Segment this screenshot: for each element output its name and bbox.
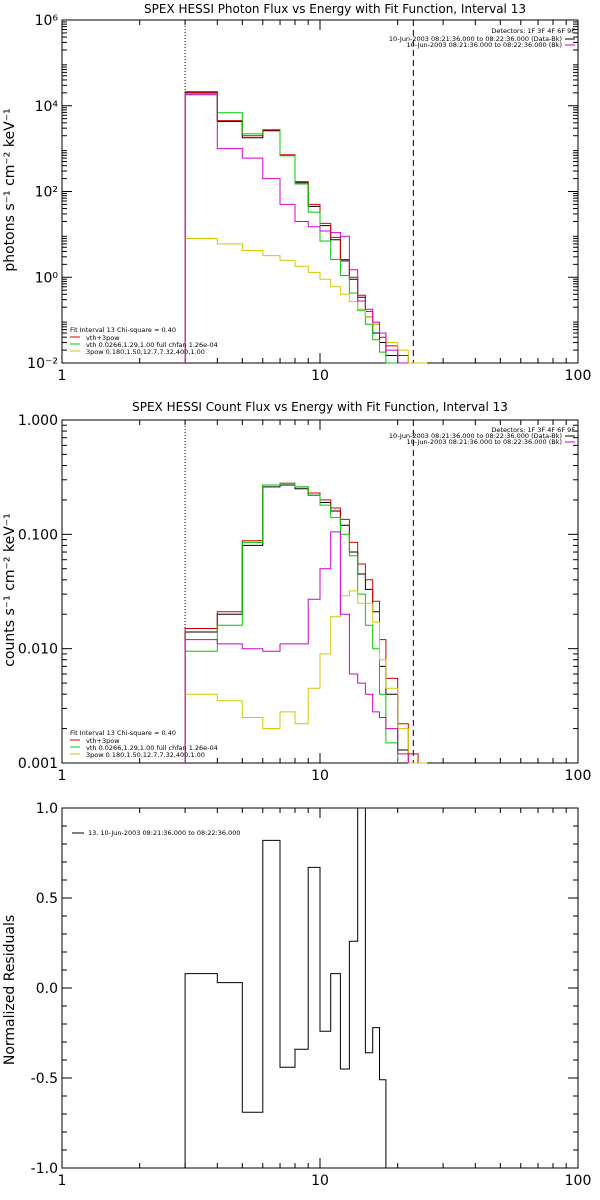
y-tick-label: 0.010 bbox=[18, 642, 58, 658]
series-3pow-line bbox=[184, 238, 428, 364]
series-bk-line bbox=[184, 531, 409, 763]
x-tick-label: 100 bbox=[565, 368, 592, 384]
residuals-legend-text: 13. 10-Jun-2003 08:21:36.000 to 08:22:36… bbox=[88, 829, 240, 837]
y-tick-label: 10⁰ bbox=[35, 270, 59, 286]
y-tick-label: 1.000 bbox=[18, 413, 58, 429]
photon-flux-title: SPEX HESSI Photon Flux vs Energy with Fi… bbox=[144, 2, 526, 16]
x-tick-label: 1 bbox=[58, 768, 67, 784]
vth-legend-text: vth 0.0266,1.29,1.00 full chfan 1.26e-04 bbox=[86, 744, 218, 752]
series-vth-3pow-line bbox=[184, 482, 419, 763]
x-tick-label: 100 bbox=[565, 768, 592, 784]
fit-interval-text: Fit Interval 13 Chi-square = 0.40 bbox=[70, 729, 176, 737]
series-vth-line bbox=[184, 482, 399, 763]
series-data-bk-line bbox=[184, 484, 409, 763]
data-bk-legend-text: 10-Jun-2003 08:21:36.000 to 08:22:36.000… bbox=[389, 432, 562, 440]
photon-flux-panel: SPEX HESSI Photon Flux vs Energy with Fi… bbox=[2, 2, 591, 384]
vth-legend-text: vth 0.0266,1.29,1.00 full chfan 1.26e-04 bbox=[86, 341, 218, 349]
x-tick-label: 10 bbox=[311, 1173, 329, 1189]
y-tick-label: 10⁴ bbox=[35, 99, 59, 115]
detectors-text: Detectors: 1F 3F 4F 6F 9F bbox=[491, 426, 575, 434]
series-data-bk-line bbox=[184, 91, 419, 364]
count-flux-panel: SPEX HESSI Count Flux vs Energy with Fit… bbox=[2, 400, 591, 784]
photon-flux-plot-frame bbox=[61, 19, 579, 364]
photon-flux-series bbox=[184, 91, 428, 364]
residuals-legend: 13. 10-Jun-2003 08:21:36.000 to 08:22:36… bbox=[72, 829, 240, 837]
series-vth-line bbox=[184, 93, 398, 364]
y-tick-label: 0.0 bbox=[36, 981, 58, 997]
x-tick-label: 1 bbox=[58, 368, 67, 384]
count-flux-y-label: counts s⁻¹ cm⁻² keV⁻¹ bbox=[2, 513, 18, 667]
data-bk-legend-text: 10-Jun-2003 08:21:36.000 to 08:22:36.000… bbox=[389, 35, 562, 43]
photon-flux-top-annotation: Detectors: 1F 3F 4F 6F 9F 10-Jun-2003 08… bbox=[389, 27, 575, 49]
y-tick-label: 10² bbox=[35, 185, 58, 201]
series-13-10-jun-2003-08-21-36-000-to-08-22-36-000-line bbox=[184, 807, 387, 1168]
detectors-text: Detectors: 1F 3F 4F 6F 9F bbox=[491, 27, 575, 35]
count-flux-top-annotation: Detectors: 1F 3F 4F 6F 9F 10-Jun-2003 08… bbox=[389, 426, 575, 446]
3pow-legend-text: 3pow 0.180,1.50,12.7,7.32,400,1.00 bbox=[86, 348, 205, 356]
count-flux-title: SPEX HESSI Count Flux vs Energy with Fit… bbox=[132, 400, 508, 414]
photon-flux-fit-range bbox=[184, 20, 414, 363]
series-3pow-line bbox=[184, 590, 428, 764]
bk-legend-text: 10-Jun-2003 08:21:36.000 to 08:22:36.000… bbox=[407, 438, 562, 446]
y-tick-label: 0.5 bbox=[36, 891, 58, 907]
count-flux-series bbox=[184, 482, 428, 764]
vth-3pow-legend-text: vth+3pow bbox=[86, 334, 120, 342]
y-tick-label: 0.001 bbox=[18, 756, 58, 772]
photon-flux-ticks: 1 10 100 10⁻² 10⁰ 10² 10⁴ 10⁶ bbox=[27, 13, 591, 384]
y-tick-label: 10⁻² bbox=[27, 356, 58, 372]
residuals-series bbox=[184, 807, 387, 1168]
fit-interval-text: Fit Interval 13 Chi-square = 0.40 bbox=[70, 326, 176, 334]
x-tick-label: 100 bbox=[565, 1173, 592, 1189]
x-tick-label: 1 bbox=[58, 1173, 67, 1189]
3pow-legend-text: 3pow 0.180,1.50,12.7,7.32,400,1.00 bbox=[86, 751, 205, 759]
y-tick-label: -1.0 bbox=[31, 1161, 58, 1177]
photon-flux-fit-annotation: Fit Interval 13 Chi-square = 0.40 vth+3p… bbox=[70, 326, 218, 356]
bk-legend-text: 10-Jun-2003 08:21:36.000 to 08:22:36.000… bbox=[407, 41, 562, 49]
residuals-ticks: 1 10 100 -1.0 -0.5 0.0 0.5 1.0 bbox=[31, 801, 592, 1189]
series-bk-line bbox=[184, 94, 409, 364]
y-tick-label: 0.100 bbox=[18, 527, 58, 543]
count-flux-ticks: 1 10 100 0.001 0.010 0.100 1.000 bbox=[18, 413, 591, 784]
photon-flux-y-label: photons s⁻¹ cm⁻² keV⁻¹ bbox=[2, 108, 18, 271]
y-tick-label: -0.5 bbox=[31, 1071, 58, 1087]
x-tick-label: 10 bbox=[311, 368, 329, 384]
residuals-panel: Normalized Residuals 1 10 100 -1.0 -0.5 0.0 0.… bbox=[2, 801, 591, 1189]
vth-3pow-legend-text: vth+3pow bbox=[86, 737, 120, 745]
residuals-y-label: Normalized Residuals bbox=[2, 915, 18, 1065]
count-flux-fit-annotation: Fit Interval 13 Chi-square = 0.40 vth+3p… bbox=[70, 729, 218, 759]
x-tick-label: 10 bbox=[311, 768, 329, 784]
series-vth-3pow-line bbox=[184, 92, 419, 364]
y-tick-label: 1.0 bbox=[36, 801, 58, 817]
y-tick-label: 10⁶ bbox=[35, 13, 59, 29]
